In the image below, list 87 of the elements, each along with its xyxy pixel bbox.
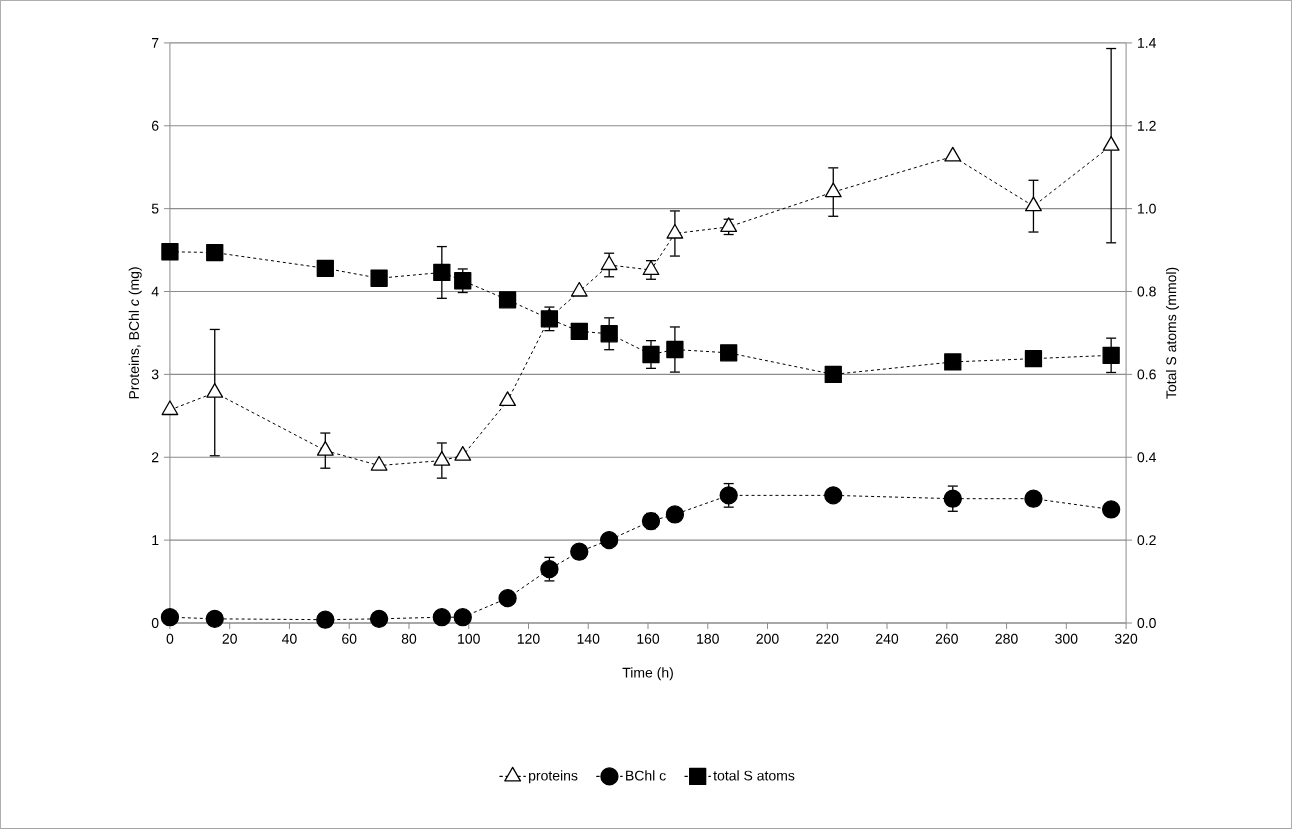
x-tick-label: 40 bbox=[281, 633, 297, 644]
point bbox=[540, 310, 559, 328]
point bbox=[370, 269, 388, 287]
x-tick-label: 80 bbox=[401, 633, 417, 644]
point bbox=[1024, 489, 1043, 508]
point bbox=[498, 589, 517, 608]
point bbox=[570, 281, 588, 297]
x-tick-label: 20 bbox=[222, 633, 237, 644]
x-tick-label: 60 bbox=[342, 633, 357, 644]
y-tick-label: 2 bbox=[151, 452, 159, 463]
point bbox=[719, 486, 738, 505]
x-tick-label: 220 bbox=[816, 633, 839, 644]
x-tick-label: 0 bbox=[166, 633, 174, 644]
y-tick-label: 5 bbox=[151, 203, 159, 214]
y2-tick-label: 1.0 bbox=[1138, 203, 1156, 214]
y2-tick-label: 1.4 bbox=[1138, 38, 1157, 48]
x-tick-label: 200 bbox=[756, 633, 779, 644]
point bbox=[454, 272, 472, 290]
point bbox=[1102, 136, 1120, 151]
x-tick-label: 160 bbox=[637, 633, 660, 644]
point bbox=[570, 322, 588, 340]
point bbox=[720, 344, 738, 362]
point bbox=[499, 391, 517, 407]
y-tick-label: 7 bbox=[152, 38, 159, 48]
point bbox=[600, 255, 618, 271]
point bbox=[642, 260, 660, 276]
point bbox=[1025, 196, 1042, 212]
point bbox=[666, 340, 684, 359]
point bbox=[944, 353, 962, 371]
point bbox=[1101, 500, 1121, 519]
point bbox=[316, 441, 334, 456]
y-tick-label: 3 bbox=[151, 369, 159, 380]
point bbox=[370, 455, 388, 471]
point bbox=[642, 345, 660, 364]
point bbox=[316, 259, 334, 277]
legend-label: BChl c bbox=[626, 770, 666, 781]
point bbox=[600, 325, 618, 343]
point bbox=[161, 243, 179, 261]
point bbox=[206, 382, 224, 398]
y2-tick-label: 0.8 bbox=[1137, 286, 1156, 297]
point bbox=[570, 542, 589, 561]
x-tick-label: 240 bbox=[876, 633, 899, 644]
point bbox=[160, 608, 180, 627]
y-tick-label: 4 bbox=[151, 286, 159, 297]
point bbox=[944, 146, 962, 162]
point bbox=[665, 505, 685, 524]
point bbox=[433, 263, 451, 282]
point bbox=[1102, 346, 1120, 364]
point bbox=[369, 609, 389, 629]
x-tick-label: 120 bbox=[517, 633, 540, 644]
x-tick-label: 180 bbox=[697, 633, 719, 644]
point bbox=[432, 608, 451, 627]
y2-tick-label: 0.4 bbox=[1137, 452, 1157, 463]
y-tick-label: 0 bbox=[151, 618, 159, 628]
point bbox=[600, 531, 619, 550]
y2-tick-label: 0.6 bbox=[1137, 369, 1156, 380]
x-tick-label: 140 bbox=[577, 633, 600, 644]
point bbox=[161, 400, 179, 416]
point bbox=[824, 365, 842, 384]
point bbox=[205, 609, 224, 629]
point bbox=[824, 182, 842, 198]
point bbox=[498, 291, 517, 309]
x-tick-label: 260 bbox=[935, 633, 958, 644]
y2-tick-label: 1.2 bbox=[1138, 120, 1156, 131]
y2-tick-label: 0.0 bbox=[1137, 618, 1156, 628]
y2-axis-title: Total S atoms (mmol) bbox=[1165, 267, 1179, 399]
y-tick-label: 6 bbox=[152, 120, 159, 131]
y-tick-label: 1 bbox=[152, 535, 159, 545]
point bbox=[824, 486, 843, 505]
x-tick-label: 320 bbox=[1114, 633, 1138, 644]
point bbox=[666, 223, 684, 239]
y2-tick-label: 0.2 bbox=[1137, 535, 1156, 546]
x-tick-label: 300 bbox=[1055, 633, 1078, 644]
point bbox=[540, 560, 559, 579]
point bbox=[316, 610, 335, 629]
point bbox=[206, 243, 224, 262]
point bbox=[943, 489, 962, 508]
legend-label: total S atoms bbox=[713, 770, 795, 781]
point bbox=[453, 608, 472, 627]
y-axis-title: Proteins, BChl c (mg) bbox=[128, 267, 142, 399]
point bbox=[1024, 350, 1043, 368]
x-tick-label: 280 bbox=[995, 633, 1018, 644]
x-axis-title: Time (h) bbox=[622, 667, 673, 681]
point bbox=[433, 450, 451, 466]
legend-label: proteins bbox=[529, 770, 578, 784]
point bbox=[454, 445, 472, 461]
x-tick-label: 100 bbox=[458, 633, 480, 644]
